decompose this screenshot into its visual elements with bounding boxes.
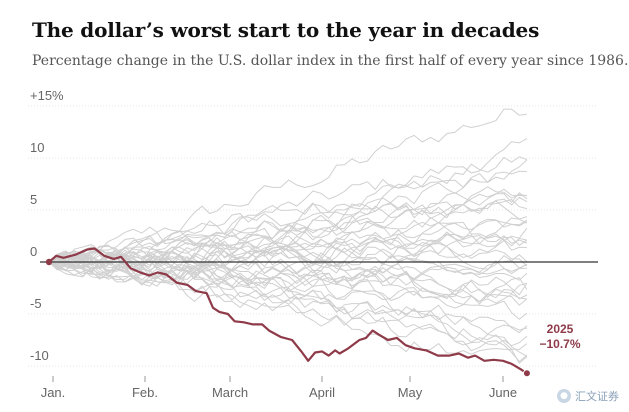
y-tick-label: 10 (30, 140, 44, 155)
y-axis-ticks: +15% 10 5 0 -5 -10 (30, 88, 64, 363)
background-series-line (48, 156, 528, 271)
background-series (48, 108, 528, 364)
x-tick-label: Feb. (132, 385, 158, 400)
series-label-2025: 2025−10.7% (539, 322, 580, 351)
x-tick-label: April (309, 385, 335, 400)
watermark-text: 汇文证券 (575, 390, 619, 403)
background-series-line (48, 256, 528, 282)
background-series-line (48, 260, 528, 306)
background-series-line (48, 108, 527, 265)
chart-title: The dollar’s worst start to the year in … (32, 18, 540, 42)
background-series-line (48, 253, 528, 363)
background-series-line (48, 138, 528, 268)
background-series-line (48, 244, 528, 271)
y-tick-label: -10 (30, 348, 49, 363)
start-point (45, 258, 53, 266)
y-tick-label: -5 (30, 296, 42, 311)
highlight-series-2025 (45, 247, 531, 378)
y-tick-label: 5 (30, 192, 37, 207)
series-name-2025: 2025 (547, 322, 574, 336)
background-series-line (48, 234, 528, 270)
x-axis-ticks: Jan. Feb. March April May June (41, 376, 517, 400)
watermark: ● 汇文证券 (557, 388, 619, 404)
y-tick-label: 0 (30, 244, 37, 259)
series-value-2025: −10.7% (539, 337, 580, 351)
x-tick-label: June (489, 385, 517, 400)
background-series-line (48, 256, 527, 309)
background-series-line (48, 261, 528, 364)
chart-subtitle: Percentage change in the U.S. dollar ind… (32, 53, 629, 69)
watermark-icon: ● (557, 389, 571, 403)
highlight-line-2025 (48, 247, 528, 375)
x-tick-label: March (212, 385, 248, 400)
background-series-line (48, 216, 528, 269)
background-series-line (48, 233, 528, 265)
x-tick-label: May (398, 385, 423, 400)
background-series-line (48, 260, 528, 335)
end-point (522, 369, 531, 378)
y-tick-label: +15% (30, 88, 64, 103)
background-series-line (48, 255, 528, 280)
x-tick-label: Jan. (41, 385, 66, 400)
background-series-line (48, 191, 528, 263)
